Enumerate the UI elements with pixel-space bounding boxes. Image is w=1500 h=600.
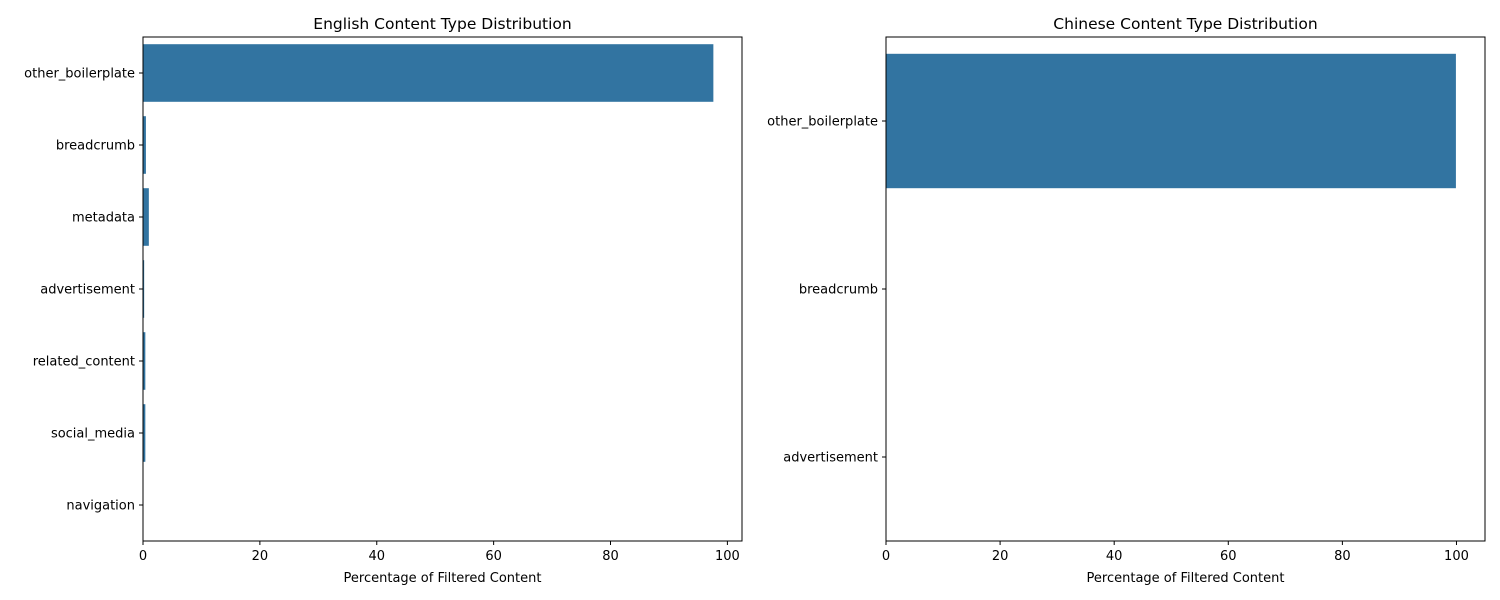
chinese-x-tick-label: 60 — [1220, 549, 1237, 564]
english-y-tick-label: advertisement — [40, 283, 135, 298]
english-y-tick-label: other_boilerplate — [24, 67, 135, 82]
english-bar-other-boilerplate — [143, 44, 714, 102]
english-bar-metadata — [143, 188, 149, 246]
english-y-tick-label: breadcrumb — [56, 139, 135, 154]
english-bar-social-media — [143, 404, 146, 462]
english-x-tick-label: 80 — [602, 549, 619, 564]
chinese-x-tick-label: 80 — [1334, 549, 1351, 564]
chinese-y-tick-label: breadcrumb — [799, 283, 878, 298]
chinese-y-tick-label: advertisement — [783, 451, 878, 466]
english-y-tick-label: metadata — [72, 211, 135, 226]
chinese-chart-title: Chinese Content Type Distribution — [1053, 15, 1317, 33]
english-x-tick-label: 20 — [252, 549, 269, 564]
chinese-x-tick-label: 0 — [882, 549, 890, 564]
chinese-x-tick-label: 40 — [1106, 549, 1123, 564]
english-chart: English Content Type Distribution Percen… — [24, 15, 743, 586]
chinese-chart: Chinese Content Type Distribution Percen… — [767, 15, 1486, 586]
english-bar-breadcrumb — [143, 116, 146, 174]
chinese-x-tick-label: 20 — [992, 549, 1009, 564]
english-bar-advertisement — [143, 260, 145, 318]
english-y-tick-label: navigation — [66, 499, 135, 514]
english-plot-frame — [142, 36, 743, 542]
english-x-tick-label: 100 — [715, 549, 740, 564]
english-chart-title: English Content Type Distribution — [313, 15, 571, 33]
chinese-x-axis-label: Percentage of Filtered Content — [1087, 571, 1285, 586]
chinese-x-tick-label: 100 — [1444, 549, 1469, 564]
english-y-tick-label: related_content — [33, 355, 135, 370]
english-x-axis-label: Percentage of Filtered Content — [344, 571, 542, 586]
english-y-tick-label: social_media — [51, 427, 135, 442]
english-x-tick-label: 40 — [368, 549, 385, 564]
english-x-tick-label: 60 — [485, 549, 502, 564]
chinese-bar-other-boilerplate — [886, 53, 1456, 189]
chinese-y-tick-label: other_boilerplate — [767, 115, 878, 130]
english-bar-related-content — [143, 332, 146, 390]
english-x-tick-label: 0 — [139, 549, 147, 564]
chinese-plot-frame — [885, 36, 1486, 542]
